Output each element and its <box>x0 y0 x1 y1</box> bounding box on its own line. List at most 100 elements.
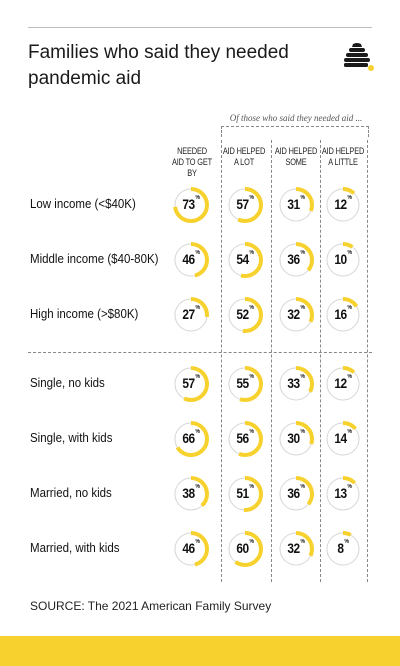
ring-value-arc <box>278 366 314 402</box>
subtitle-note: Of those who said they needed aid ... <box>229 113 363 123</box>
column-divider <box>271 140 272 582</box>
ring-graphic <box>325 187 361 223</box>
data-label: 38% <box>182 484 200 501</box>
ring-value-arc <box>227 297 263 333</box>
data-label: 32% <box>287 305 305 322</box>
percent-ring: 32% <box>276 529 316 569</box>
data-label: 31% <box>287 195 305 212</box>
ring-value-arc <box>173 297 209 333</box>
ring-graphic <box>227 187 263 223</box>
percent-ring: 12% <box>323 364 363 404</box>
ring-value-arc <box>325 531 361 567</box>
percent-ring: 66% <box>171 419 211 459</box>
source-note: SOURCE: The 2021 American Family Survey <box>30 599 272 613</box>
ring-graphic <box>173 242 209 278</box>
ring-graphic <box>278 242 314 278</box>
ring-graphic <box>278 531 314 567</box>
group-divider <box>28 352 372 353</box>
ring-graphic <box>227 297 263 333</box>
ring-value-arc <box>325 187 361 223</box>
percent-ring: 38% <box>171 474 211 514</box>
ring-graphic <box>278 187 314 223</box>
ring-graphic <box>173 421 209 457</box>
ring-graphic <box>227 242 263 278</box>
ring-graphic <box>325 366 361 402</box>
ring-graphic <box>325 297 361 333</box>
column-divider <box>320 140 321 582</box>
percent-ring: 55% <box>225 364 265 404</box>
data-label: 46% <box>182 250 200 267</box>
percent-ring: 12% <box>323 185 363 225</box>
row-label: Married, no kids <box>30 486 112 500</box>
ring-value-arc <box>173 421 209 457</box>
data-label: 10% <box>334 250 352 267</box>
data-label: 73% <box>182 195 200 212</box>
aid-bracket <box>221 126 369 137</box>
ring-value-arc <box>325 366 361 402</box>
percent-ring: 60% <box>225 529 265 569</box>
ring-value-arc <box>227 421 263 457</box>
ring-value-arc <box>173 476 209 512</box>
percent-ring: 8% <box>323 529 363 569</box>
column-header: AID HELPED SOME <box>274 146 318 167</box>
row-label: Low income (<$40K) <box>30 197 136 211</box>
data-label: 57% <box>182 374 200 391</box>
column-divider <box>367 140 368 582</box>
row-label: Middle income ($40-80K) <box>30 252 159 266</box>
data-label: 33% <box>287 374 305 391</box>
ring-value-arc <box>325 421 361 457</box>
ring-value-arc <box>278 297 314 333</box>
row-label: Married, with kids <box>30 541 120 555</box>
ring-value-arc <box>173 187 209 223</box>
percent-ring: 36% <box>276 474 316 514</box>
ring-value-arc <box>227 242 263 278</box>
row-label: Single, no kids <box>30 376 105 390</box>
ring-value-arc <box>278 242 314 278</box>
ring-value-arc <box>325 297 361 333</box>
ring-value-arc <box>325 242 361 278</box>
ring-value-arc <box>173 366 209 402</box>
percent-ring: 16% <box>323 295 363 335</box>
chart-title: Families who said they needed pandemic a… <box>28 42 289 89</box>
ring-graphic <box>325 476 361 512</box>
column-header: AID HELPED A LOT <box>222 146 266 167</box>
percent-ring: 27% <box>171 295 211 335</box>
data-label: 57% <box>236 195 254 212</box>
data-label: 36% <box>287 484 305 501</box>
data-label: 27% <box>182 305 200 322</box>
column-header: AID HELPED A LITTLE <box>321 146 365 167</box>
percent-ring: 46% <box>171 240 211 280</box>
ring-graphic <box>227 366 263 402</box>
row-label: High income (>$80K) <box>30 307 139 321</box>
ring-value-arc <box>227 366 263 402</box>
percent-ring: 14% <box>323 419 363 459</box>
brand-bar <box>0 636 400 666</box>
percent-ring: 54% <box>225 240 265 280</box>
ring-value-arc <box>227 187 263 223</box>
beehive-icon <box>344 43 374 71</box>
percent-ring: 32% <box>276 295 316 335</box>
percent-ring: 30% <box>276 419 316 459</box>
data-label: 46% <box>182 539 200 556</box>
ring-graphic <box>325 531 361 567</box>
ring-graphic <box>325 242 361 278</box>
ring-value-arc <box>325 476 361 512</box>
ring-value-arc <box>278 187 314 223</box>
data-label: 32% <box>287 539 305 556</box>
data-label: 54% <box>236 250 254 267</box>
data-label: 52% <box>236 305 254 322</box>
ring-graphic <box>227 421 263 457</box>
ring-value-arc <box>173 531 209 567</box>
ring-graphic <box>173 476 209 512</box>
ring-graphic <box>227 531 263 567</box>
data-label: 55% <box>236 374 254 391</box>
percent-ring: 56% <box>225 419 265 459</box>
percent-ring: 51% <box>225 474 265 514</box>
data-label: 36% <box>287 250 305 267</box>
ring-value-arc <box>278 531 314 567</box>
percent-ring: 33% <box>276 364 316 404</box>
ring-graphic <box>173 297 209 333</box>
column-divider <box>221 140 222 582</box>
data-label: 16% <box>334 305 352 322</box>
ring-graphic <box>173 187 209 223</box>
